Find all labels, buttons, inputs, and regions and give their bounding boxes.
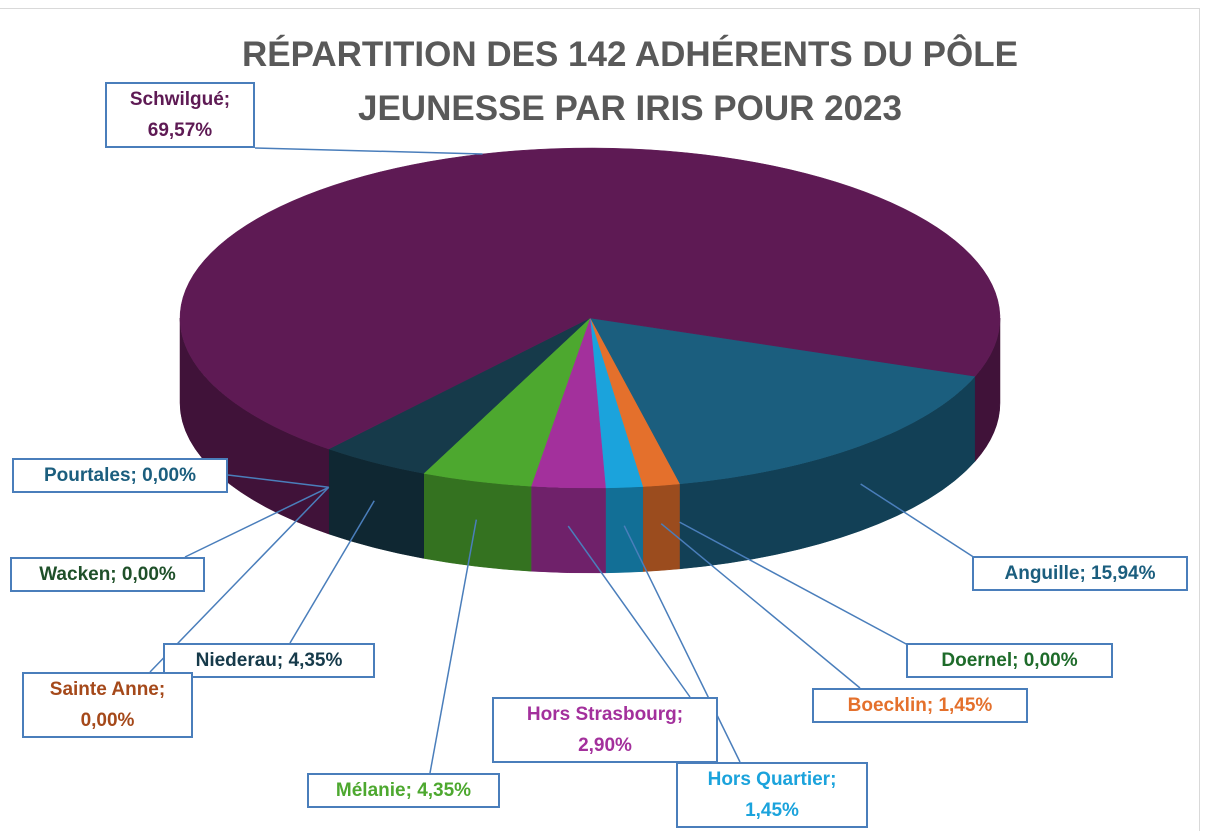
leader-line xyxy=(227,474,329,489)
leader-line xyxy=(623,525,741,763)
data-label: Boecklin; 1,45% xyxy=(812,688,1028,723)
slice-side xyxy=(605,486,644,574)
leader-line xyxy=(184,486,330,558)
slice-side xyxy=(530,485,606,574)
leader-line xyxy=(289,500,375,644)
data-label: Pourtales; 0,00% xyxy=(12,458,228,493)
data-label: Schwilgué; 69,57% xyxy=(105,82,255,148)
data-label: Sainte Anne; 0,00% xyxy=(22,672,193,738)
data-label: Doernel; 0,00% xyxy=(906,643,1113,678)
leader-lines xyxy=(149,147,976,774)
chart-frame xyxy=(0,8,1200,831)
leader-line xyxy=(254,147,483,155)
data-label: Mélanie; 4,35% xyxy=(307,773,500,808)
data-label: Hors Quartier; 1,45% xyxy=(676,762,868,828)
leader-line xyxy=(429,519,478,774)
leader-line xyxy=(149,486,330,673)
pie-slice xyxy=(589,317,976,485)
pie-slice xyxy=(179,147,1001,450)
chart-title: RÉPARTITION DES 142 ADHÉRENTS DU PÔLE JE… xyxy=(242,35,1018,128)
leader-line xyxy=(660,523,861,689)
data-label: Wacken; 0,00% xyxy=(10,557,205,592)
data-label: Niederau; 4,35% xyxy=(163,643,375,678)
leader-line xyxy=(860,483,976,559)
slice-tops xyxy=(179,147,1001,489)
slice-side xyxy=(423,473,532,572)
slice-side xyxy=(642,483,680,572)
slice-sides xyxy=(179,317,1001,574)
leader-line xyxy=(567,525,691,698)
leader-line xyxy=(679,521,909,646)
data-label: Anguille; 15,94% xyxy=(972,556,1188,591)
data-label: Hors Strasbourg; 2,90% xyxy=(492,697,718,763)
